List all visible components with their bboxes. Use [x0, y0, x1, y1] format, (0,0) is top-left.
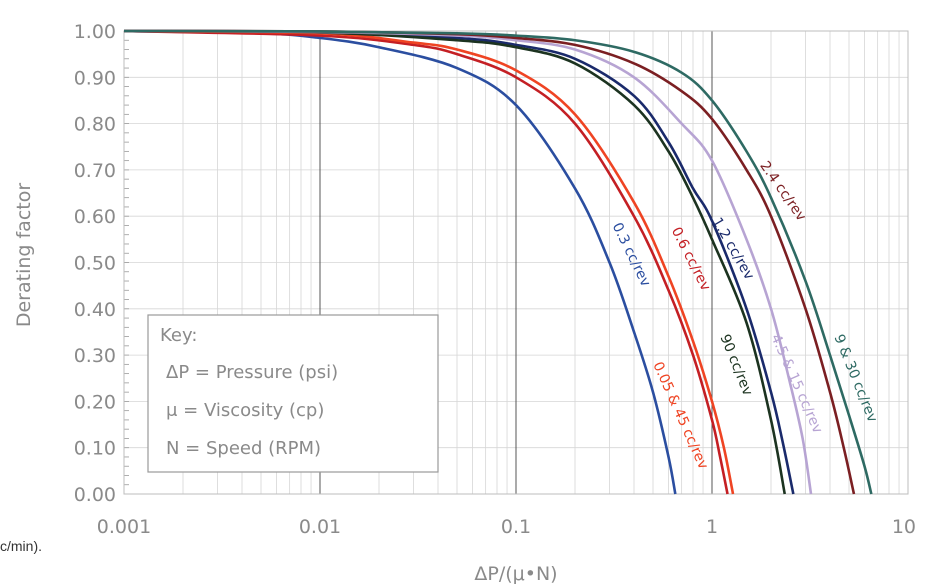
- y-tick-labels: 0.00 0.10 0.20 0.30 0.40 0.50 0.60 0.70 0.80 0.90…: [74, 21, 116, 506]
- series-label: 90 cc/rev: [716, 332, 755, 398]
- series-label: 2.4 cc/rev: [756, 158, 809, 224]
- y-tick-label: 0.30: [74, 345, 116, 367]
- legend-line-speed: N = Speed (RPM): [166, 438, 321, 459]
- y-tick-label: 1.00: [74, 21, 116, 43]
- legend-box: Key: ΔP = Pressure (psi) μ = Viscosity (…: [147, 314, 439, 473]
- series-line-0-6-cc-rev: [123, 29, 729, 495]
- series-line-0-05-45-cc-rev: [123, 29, 735, 495]
- x-tick-label: 0.01: [299, 516, 341, 538]
- y-tick-label: 0.70: [74, 160, 116, 182]
- series-label: 0.6 cc/rev: [668, 225, 714, 294]
- x-tick-label: 10: [892, 516, 916, 538]
- y-tick-label: 0.40: [74, 299, 116, 321]
- legend-line-pressure: ΔP = Pressure (psi): [166, 362, 338, 383]
- y-minor-ticks: [124, 30, 129, 495]
- series-curves: [123, 29, 873, 495]
- y-tick-label: 0.50: [74, 253, 116, 275]
- y-tick-label: 0.80: [74, 114, 116, 136]
- plot-frame: [123, 30, 909, 495]
- left-text-fragment: c/min).: [0, 538, 42, 554]
- y-tick-label: 0.60: [74, 206, 116, 228]
- y-tick-label: 0.20: [74, 391, 116, 413]
- x-tick-label: 0.001: [97, 516, 151, 538]
- y-tick-label: 0.10: [74, 438, 116, 460]
- legend-frame: [147, 314, 439, 473]
- x-tick-label: 0.1: [501, 516, 531, 538]
- legend-title: Key:: [160, 325, 197, 346]
- x-axis-title: ΔP/(μ•N): [474, 563, 557, 585]
- x-tick-labels: 0.001 0.01 0.1 1 10: [97, 516, 916, 538]
- x-tick-label: 1: [706, 516, 718, 538]
- series-line-90-cc-rev: [123, 29, 787, 495]
- series-line-9-30-cc-rev: [123, 29, 873, 495]
- y-tick-label: 0.00: [74, 484, 116, 506]
- legend-line-viscosity: μ = Viscosity (cp): [166, 400, 324, 421]
- minor-grid: [124, 30, 908, 495]
- y-tick-label: 0.90: [74, 67, 116, 89]
- y-axis-title: Derating factor: [13, 183, 35, 327]
